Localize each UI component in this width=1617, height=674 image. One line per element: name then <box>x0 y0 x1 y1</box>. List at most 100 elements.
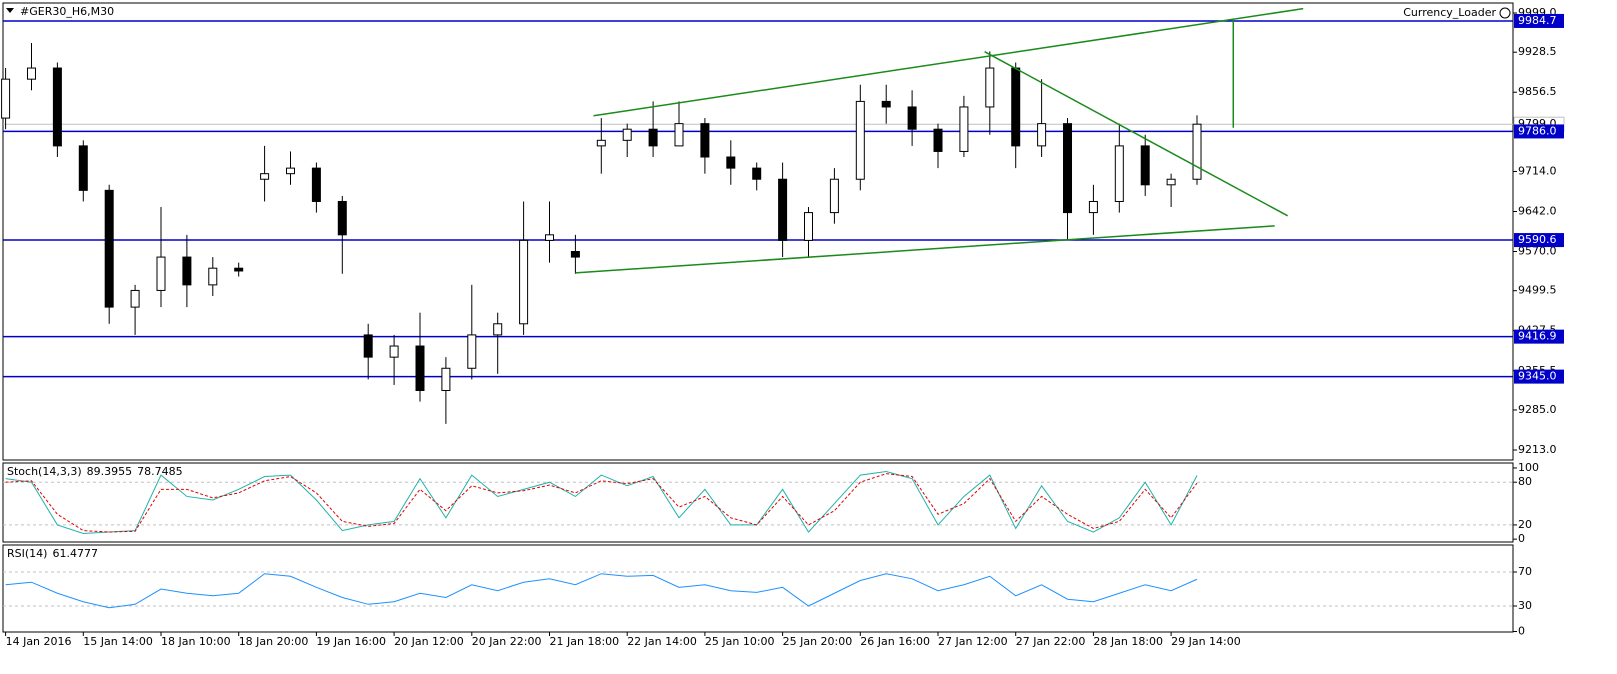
x-tick-label: 19 Jan 16:00 <box>316 635 386 648</box>
rsi-frame <box>2 544 1514 633</box>
candle-body <box>1140 145 1150 186</box>
candle-body <box>804 212 814 241</box>
stoch-frame <box>2 462 1514 543</box>
candle-body <box>493 323 503 336</box>
candle-body <box>1114 145 1124 202</box>
level-label: 9590.6 <box>1518 233 1557 246</box>
y-tick-label: 9499.5 <box>1518 284 1557 297</box>
candle-body <box>596 139 606 147</box>
x-tick-label: 14 Jan 2016 <box>6 635 72 648</box>
candle-body <box>260 173 270 180</box>
level-label: 9345.0 <box>1518 370 1557 383</box>
candle-body <box>985 67 995 108</box>
smiley <box>1499 7 1511 19</box>
candle-body <box>52 67 62 147</box>
y-tick-label: 0 <box>1518 532 1525 545</box>
y-tick-label: 20 <box>1518 518 1532 531</box>
level-label-box <box>1514 329 1564 344</box>
panel-title: RSI(14) 61.4777 <box>7 547 98 560</box>
candle-body <box>467 334 477 369</box>
candle-body <box>337 200 347 236</box>
candle-body <box>78 145 88 191</box>
candle-body <box>907 106 917 130</box>
candle-body <box>441 367 451 392</box>
trendline <box>984 51 1289 217</box>
y-tick-label: 70 <box>1518 565 1532 578</box>
y-tick-label: 30 <box>1518 599 1532 612</box>
candle-body <box>1166 178 1176 186</box>
candle-body <box>855 100 865 180</box>
candle-body <box>545 234 555 241</box>
candle-body <box>1192 123 1202 180</box>
y-tick-label: 9570.0 <box>1518 245 1557 258</box>
x-tick-label: 20 Jan 12:00 <box>394 635 464 648</box>
trendline <box>593 7 1304 117</box>
level-label: 9416.9 <box>1518 330 1557 343</box>
candle-body <box>933 128 943 152</box>
candle-body <box>752 167 762 180</box>
y-tick-label: 100 <box>1518 461 1539 474</box>
candle-body <box>415 345 425 392</box>
main-frame <box>2 2 1514 461</box>
x-tick-label: 29 Jan 14:00 <box>1171 635 1241 648</box>
candle-body <box>829 178 839 214</box>
level-label-box <box>1514 233 1564 248</box>
y-tick-label: 9714.0 <box>1518 164 1557 177</box>
candle-body <box>1011 67 1021 147</box>
panel-value: 78.7485 <box>137 465 183 478</box>
candle-body <box>881 100 891 108</box>
x-tick-label: 18 Jan 10:00 <box>161 635 231 648</box>
level-label: 9984.7 <box>1518 14 1557 27</box>
y-tick-label: 0 <box>1518 624 1525 637</box>
y-tick-label: 9285.0 <box>1518 403 1557 416</box>
indicator-line <box>5 473 1198 533</box>
trendline <box>575 225 1275 274</box>
level-label-box <box>1514 13 1564 28</box>
chart-title: #GER30_H6,M30 <box>20 5 114 18</box>
candle-body <box>1063 123 1073 214</box>
x-tick-label: 25 Jan 20:00 <box>783 635 853 648</box>
candle-body <box>285 167 295 175</box>
candle-body <box>208 267 218 286</box>
panel-value: 89.3955 <box>87 465 133 478</box>
x-tick-label: 27 Jan 12:00 <box>938 635 1008 648</box>
candle-body <box>700 123 710 158</box>
candle-body <box>389 345 399 358</box>
candle-body <box>26 67 36 80</box>
x-tick-label: 21 Jan 18:00 <box>550 635 620 648</box>
panel-value: 61.4777 <box>52 547 98 560</box>
candle-body <box>959 106 969 152</box>
candle-body <box>570 251 580 258</box>
watermark: Currency_Loader <box>1403 6 1496 19</box>
y-tick-label: 9856.5 <box>1518 85 1557 98</box>
level-label: 9786.0 <box>1518 124 1557 137</box>
y-tick-label: 80 <box>1518 475 1532 488</box>
indicator-line <box>5 573 1198 609</box>
y-tick-label: 9928.5 <box>1518 45 1557 58</box>
candle-body <box>104 189 114 308</box>
level-label-box <box>1514 369 1564 384</box>
x-tick-label: 28 Jan 18:00 <box>1093 635 1163 648</box>
candle-body <box>1088 200 1098 214</box>
candle-body <box>674 123 684 147</box>
candle-body <box>363 334 373 358</box>
candle-body <box>234 267 244 272</box>
candle-body <box>726 156 736 169</box>
x-tick-label: 18 Jan 20:00 <box>239 635 309 648</box>
x-tick-label: 22 Jan 14:00 <box>627 635 697 648</box>
y-tick-label: 9642.0 <box>1518 204 1557 217</box>
candle-body <box>182 256 192 286</box>
level-label-box <box>1514 124 1564 139</box>
x-tick-label: 25 Jan 10:00 <box>705 635 775 648</box>
x-tick-label: 27 Jan 22:00 <box>1016 635 1086 648</box>
y-tick-label: 9213.0 <box>1518 443 1557 456</box>
candle-body <box>519 239 529 325</box>
candle-body <box>311 167 321 202</box>
candle-body <box>778 178 788 241</box>
x-tick-label: 26 Jan 16:00 <box>860 635 930 648</box>
candle-body <box>156 256 166 291</box>
candle-body <box>648 128 658 147</box>
x-tick-label: 15 Jan 14:00 <box>83 635 153 648</box>
